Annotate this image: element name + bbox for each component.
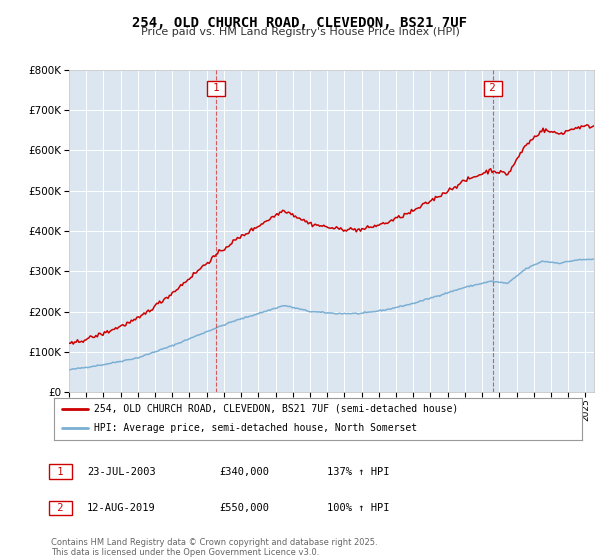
Text: 254, OLD CHURCH ROAD, CLEVEDON, BS21 7UF (semi-detached house): 254, OLD CHURCH ROAD, CLEVEDON, BS21 7UF… [94,404,458,414]
Text: 100% ↑ HPI: 100% ↑ HPI [327,503,389,513]
Text: 254, OLD CHURCH ROAD, CLEVEDON, BS21 7UF: 254, OLD CHURCH ROAD, CLEVEDON, BS21 7UF [133,16,467,30]
Text: Price paid vs. HM Land Registry's House Price Index (HPI): Price paid vs. HM Land Registry's House … [140,27,460,37]
Text: £340,000: £340,000 [219,466,269,477]
Text: 1: 1 [51,466,70,477]
Text: £550,000: £550,000 [219,503,269,513]
Text: 1: 1 [209,83,223,93]
Text: Contains HM Land Registry data © Crown copyright and database right 2025.
This d: Contains HM Land Registry data © Crown c… [51,538,377,557]
Text: 2: 2 [51,503,70,513]
Text: 137% ↑ HPI: 137% ↑ HPI [327,466,389,477]
Text: 2: 2 [486,83,499,93]
Text: 23-JUL-2003: 23-JUL-2003 [87,466,156,477]
Text: HPI: Average price, semi-detached house, North Somerset: HPI: Average price, semi-detached house,… [94,423,417,433]
Text: 12-AUG-2019: 12-AUG-2019 [87,503,156,513]
